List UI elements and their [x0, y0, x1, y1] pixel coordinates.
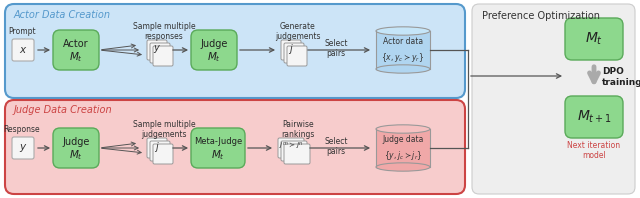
FancyBboxPatch shape — [150, 141, 170, 161]
Ellipse shape — [376, 125, 430, 133]
Text: DPO
training: DPO training — [602, 67, 640, 87]
FancyBboxPatch shape — [287, 46, 307, 66]
Text: Select
pairs: Select pairs — [324, 137, 348, 156]
FancyBboxPatch shape — [147, 138, 167, 158]
FancyBboxPatch shape — [53, 30, 99, 70]
Text: Select
pairs: Select pairs — [324, 39, 348, 58]
Text: $M_t$: $M_t$ — [211, 148, 225, 162]
Text: $M_t$: $M_t$ — [69, 148, 83, 162]
FancyBboxPatch shape — [153, 144, 173, 164]
FancyBboxPatch shape — [12, 137, 34, 159]
FancyBboxPatch shape — [281, 40, 301, 60]
Text: Sample multiple
responses: Sample multiple responses — [132, 22, 195, 41]
Text: $y$: $y$ — [19, 142, 28, 154]
FancyBboxPatch shape — [5, 100, 465, 194]
FancyBboxPatch shape — [191, 30, 237, 70]
Bar — [376, 31, 430, 69]
FancyBboxPatch shape — [150, 43, 170, 63]
Text: $M_t$: $M_t$ — [69, 50, 83, 64]
Text: $x$: $x$ — [19, 45, 28, 55]
FancyBboxPatch shape — [5, 4, 465, 98]
FancyBboxPatch shape — [472, 4, 635, 194]
FancyBboxPatch shape — [565, 18, 623, 60]
FancyBboxPatch shape — [153, 46, 173, 66]
FancyBboxPatch shape — [53, 128, 99, 168]
FancyBboxPatch shape — [147, 40, 167, 60]
Text: Actor data: Actor data — [383, 37, 423, 47]
Ellipse shape — [376, 163, 430, 171]
Text: Judge: Judge — [62, 137, 90, 147]
Text: Actor Data Creation: Actor Data Creation — [14, 10, 111, 20]
Text: Preference Optimization: Preference Optimization — [482, 11, 600, 21]
FancyBboxPatch shape — [565, 96, 623, 138]
Text: Next iteration
model: Next iteration model — [568, 141, 621, 160]
Text: Prompt: Prompt — [8, 27, 36, 36]
Text: Generate
judgements: Generate judgements — [275, 22, 321, 41]
Text: $M_t$: $M_t$ — [207, 50, 221, 64]
Ellipse shape — [376, 65, 430, 73]
Text: Judge: Judge — [200, 39, 228, 49]
FancyBboxPatch shape — [12, 39, 34, 61]
FancyBboxPatch shape — [284, 144, 310, 164]
Text: Sample multiple
judgements: Sample multiple judgements — [132, 120, 195, 139]
Text: Judge Data Creation: Judge Data Creation — [14, 105, 113, 115]
Text: Actor: Actor — [63, 39, 89, 49]
Text: $M_{t+1}$: $M_{t+1}$ — [577, 109, 611, 125]
Text: $\{x, y_c \succ y_r\}$: $\{x, y_c \succ y_r\}$ — [381, 50, 424, 64]
FancyBboxPatch shape — [278, 138, 304, 158]
Text: $M_t$: $M_t$ — [585, 31, 603, 47]
FancyBboxPatch shape — [191, 128, 245, 168]
Bar — [376, 129, 430, 167]
Text: Judge data: Judge data — [382, 135, 424, 145]
Text: $j$: $j$ — [288, 42, 294, 56]
Text: Response: Response — [4, 125, 40, 134]
Text: Meta-Judge: Meta-Judge — [194, 137, 242, 147]
Text: $j$: $j$ — [154, 140, 160, 154]
Text: $y$: $y$ — [153, 43, 161, 55]
FancyBboxPatch shape — [281, 141, 307, 161]
Text: $j^m \succ j^n$: $j^m \succ j^n$ — [278, 142, 303, 152]
Text: $\{y, j_c \succ j_r\}$: $\{y, j_c \succ j_r\}$ — [384, 148, 422, 162]
Ellipse shape — [376, 27, 430, 35]
Text: Pairwise
rankings: Pairwise rankings — [282, 120, 315, 139]
FancyBboxPatch shape — [284, 43, 304, 63]
